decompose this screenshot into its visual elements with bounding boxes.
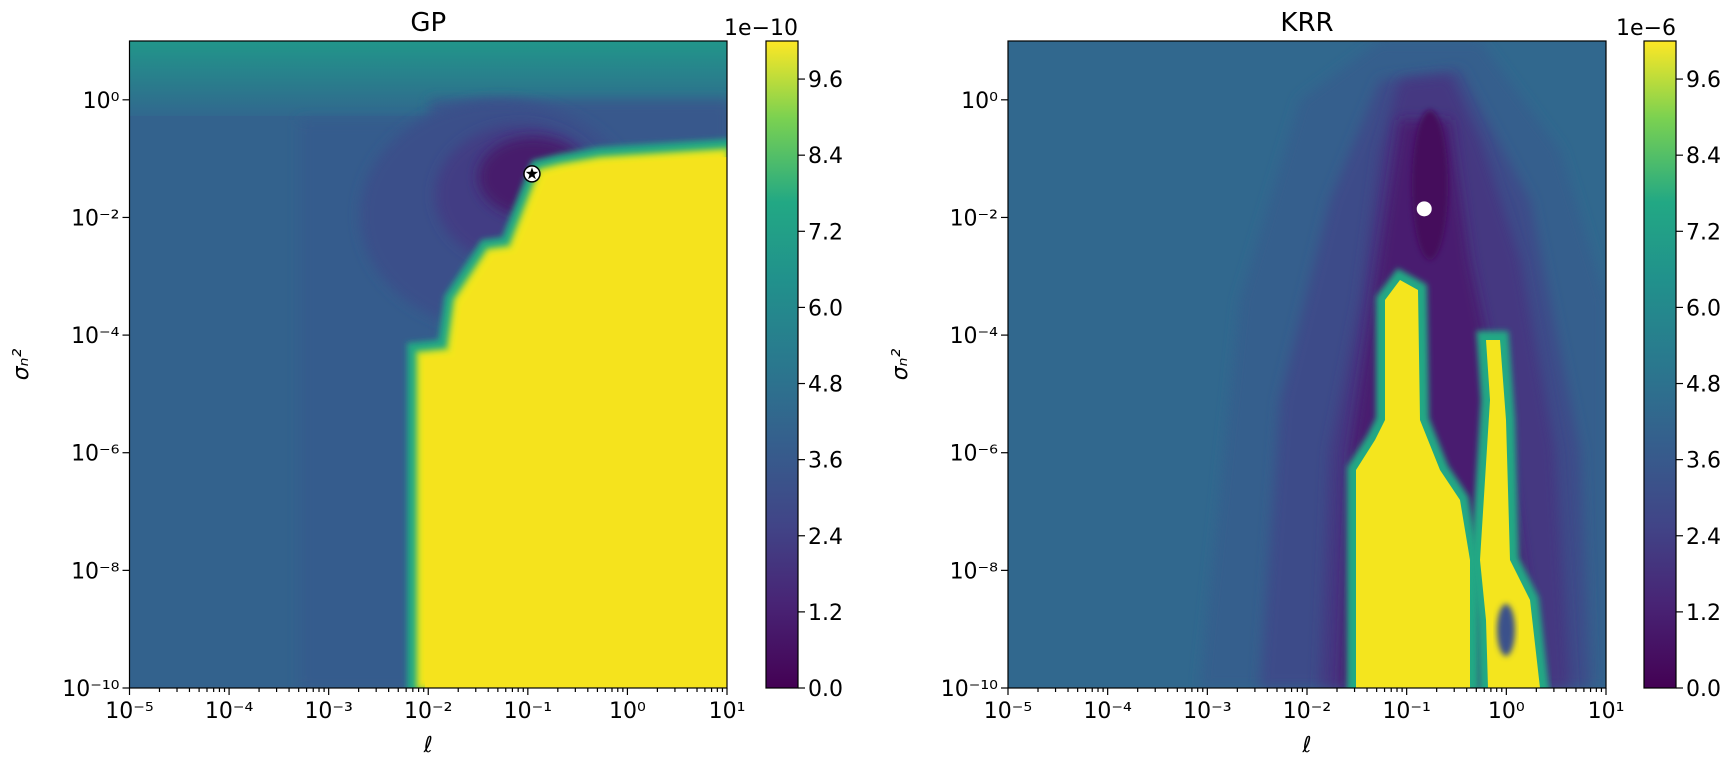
y-tick-label: 10⁻⁶ — [950, 442, 999, 467]
colorbar — [1643, 40, 1677, 689]
colorbar-tick-label: 4.8 — [1686, 373, 1721, 398]
colorbar-offset: 1e−10 — [724, 16, 798, 41]
y-tick-label: 10⁻⁴ — [950, 324, 999, 349]
chart-title: KRR — [1280, 8, 1333, 38]
x-tick-label: 10⁻³ — [1183, 699, 1231, 724]
marker — [1416, 201, 1432, 217]
y-tick-label: 10⁰ — [961, 89, 998, 114]
marker — [525, 167, 539, 180]
colorbar-offset: 1e−6 — [1616, 16, 1676, 41]
krr-field — [1008, 41, 1606, 688]
colorbar-tick-label: 8.4 — [808, 144, 843, 169]
colorbar-tick-label: 9.6 — [1686, 68, 1721, 93]
colorbar-tick-label: 7.2 — [1686, 220, 1721, 245]
x-tick-label: 10¹ — [709, 699, 746, 724]
x-tick-label: 10⁻³ — [304, 699, 352, 724]
colorbar-tick-label: 2.4 — [808, 525, 843, 550]
gp-field — [129, 41, 727, 688]
x-tick-label: 10⁻⁴ — [1083, 699, 1132, 724]
colorbar-tick-label: 6.0 — [808, 296, 843, 321]
colorbar-tick-label: 0.0 — [1686, 677, 1721, 702]
y-tick-label: 10⁻² — [950, 206, 998, 231]
y-tick-label: 10⁻² — [71, 206, 119, 231]
colorbar-tick-label: 1.2 — [1686, 601, 1721, 626]
y-tick-label: 10⁻⁸ — [71, 559, 120, 584]
colorbar-tick-label: 1.2 — [808, 601, 843, 626]
colorbar-tick-label: 9.6 — [808, 68, 843, 93]
colorbar-tick-label: 0.0 — [808, 677, 843, 702]
x-tick-label: 10⁻⁴ — [205, 699, 254, 724]
colorbar-tick-label: 7.2 — [808, 220, 843, 245]
y-tick-label: 10⁻¹⁰ — [941, 677, 998, 702]
x-tick-label: 10⁻² — [404, 699, 452, 724]
y-axis-label: σₙ² — [888, 349, 913, 381]
colorbar-tick-label: 3.6 — [1686, 449, 1721, 474]
y-tick-label: 10⁻⁶ — [71, 442, 120, 467]
x-tick-label: 10⁰ — [1488, 699, 1525, 724]
y-tick-label: 10⁻⁴ — [71, 324, 120, 349]
x-axis-label: ℓ — [1301, 733, 1311, 758]
colorbar — [765, 40, 799, 689]
chart-title: GP — [410, 8, 446, 38]
x-tick-label: 10⁻¹ — [1382, 699, 1430, 724]
colorbar-tick-label: 2.4 — [1686, 525, 1721, 550]
x-tick-label: 10¹ — [1588, 699, 1625, 724]
y-axis-label: σₙ² — [9, 349, 34, 381]
colorbar-tick-label: 4.8 — [808, 373, 843, 398]
x-axis-label: ℓ — [423, 733, 433, 758]
colorbar-tick-label: 8.4 — [1686, 144, 1721, 169]
x-tick-label: 10⁻² — [1283, 699, 1331, 724]
y-tick-label: 10⁻⁸ — [950, 559, 999, 584]
y-tick-label: 10⁰ — [83, 89, 120, 114]
colorbar-tick-label: 3.6 — [808, 449, 843, 474]
colorbar-tick-label: 6.0 — [1686, 296, 1721, 321]
y-tick-label: 10⁻¹⁰ — [62, 677, 119, 702]
x-tick-label: 10⁻¹ — [504, 699, 552, 724]
x-tick-label: 10⁻⁵ — [984, 699, 1032, 724]
x-tick-label: 10⁰ — [609, 699, 646, 724]
x-tick-label: 10⁻⁵ — [105, 699, 153, 724]
